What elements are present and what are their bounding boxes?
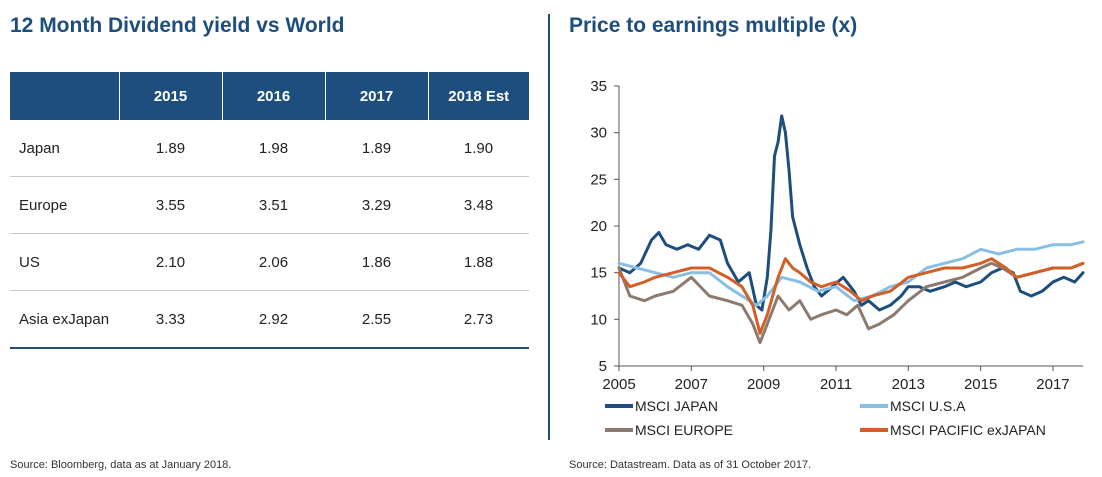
legend-label-msci-u-s-a: MSCI U.S.A (890, 398, 966, 414)
legend-label-msci-europe: MSCI EUROPE (635, 422, 733, 438)
x-tick-label: 2013 (892, 376, 925, 393)
y-tick-label: 30 (590, 125, 607, 142)
table-cell: 1.89 (119, 120, 222, 177)
row-region: Asia exJapan (10, 290, 119, 349)
table-cell: 3.29 (325, 176, 428, 234)
table-cell: 2.06 (222, 233, 325, 291)
y-tick-label: 10 (590, 311, 607, 328)
series-line-msci-u-s-a (617, 240, 1085, 307)
table-header-2016: 2016 (221, 72, 325, 120)
table-cell: 3.33 (119, 290, 222, 349)
table-row: Asia exJapan 3.33 2.92 2.55 2.73 (10, 290, 529, 349)
table-header-2017: 2017 (324, 72, 428, 120)
series-line-msci-europe (617, 261, 1085, 345)
y-tick-label: 5 (599, 358, 607, 375)
y-tick-label: 25 (590, 171, 607, 188)
x-tick-label: 2005 (602, 376, 635, 393)
table-cell: 1.86 (325, 233, 428, 291)
table-cell: 2.92 (222, 290, 325, 349)
table-cell: 2.55 (325, 290, 428, 349)
table-header-2018-est: 2018 Est (427, 72, 529, 120)
row-region: US (10, 233, 119, 291)
table-cell: 3.55 (119, 176, 222, 234)
pe-chart-source: Source: Datastream. Data as of 31 Octobe… (569, 459, 812, 471)
table-cell: 1.98 (222, 120, 325, 177)
x-tick-label: 2011 (820, 376, 852, 393)
table-cell: 1.90 (428, 120, 529, 177)
table-row: US 2.10 2.06 1.86 1.88 (10, 233, 529, 291)
legend-label-msci-japan: MSCI JAPAN (635, 398, 718, 414)
series-line-msci-pacific-exjapan (617, 257, 1085, 335)
pe-line-chart: 5 10 15 20 25 30 35 2005 2007 2009 2011 2013 2015 201… (590, 78, 1085, 438)
table-cell: 2.10 (119, 233, 222, 291)
table-header-2015: 2015 (118, 72, 222, 120)
series-line-msci-japan (617, 114, 1085, 312)
legend-label-msci-pacific-exjapan: MSCI PACIFIC exJAPAN (890, 422, 1046, 438)
x-tick-label: 2017 (1036, 376, 1069, 393)
table-row: Japan 1.89 1.98 1.89 1.90 (10, 120, 529, 177)
y-tick-label: 15 (590, 265, 607, 282)
section-divider (548, 14, 550, 440)
table-cell: 1.88 (428, 233, 529, 291)
table-cell: 2.73 (428, 290, 529, 349)
row-region: Japan (10, 120, 119, 177)
table-cell: 3.48 (428, 176, 529, 234)
table-header-region (10, 72, 119, 120)
table-cell: 3.51 (222, 176, 325, 234)
table-cell: 1.89 (325, 120, 428, 177)
y-tick-label: 35 (590, 78, 607, 95)
x-tick-label: 2015 (964, 376, 997, 393)
table-row: Europe 3.55 3.51 3.29 3.48 (10, 176, 529, 234)
dividend-yield-title: 12 Month Dividend yield vs World (10, 14, 345, 37)
row-region: Europe (10, 176, 119, 234)
x-tick-label: 2009 (747, 376, 780, 393)
dividend-yield-source: Source: Bloomberg, data as at January 20… (10, 459, 232, 471)
dividend-yield-table: 2015 2016 2017 2018 Est Japan 1.89 1.98 … (10, 72, 529, 349)
x-tick-label: 2007 (675, 376, 708, 393)
pe-chart-title: Price to earnings multiple (x) (569, 14, 858, 37)
table-header-row: 2015 2016 2017 2018 Est (10, 72, 529, 120)
y-tick-label: 20 (590, 218, 607, 235)
